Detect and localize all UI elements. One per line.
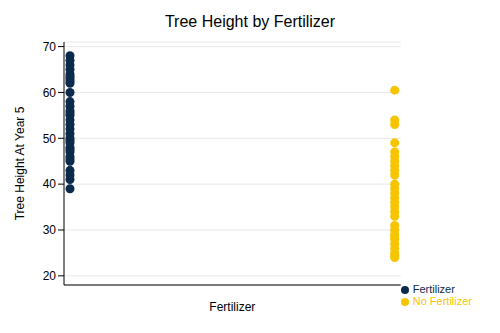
svg-text:70: 70	[43, 40, 57, 54]
svg-text:Fertilizer: Fertilizer	[209, 300, 255, 314]
svg-text:Tree Height At Year 5: Tree Height At Year 5	[13, 106, 27, 220]
svg-text:30: 30	[43, 223, 57, 237]
html-text:Tree Height by Fertilizer: Tree Height by Fertilizer	[164, 13, 336, 30]
svg-text:60: 60	[43, 86, 57, 100]
svg-text:20: 20	[43, 269, 57, 283]
svg-text:50: 50	[43, 132, 57, 146]
html-text:Fertilizer: Fertilizer	[412, 283, 455, 295]
html-text:No Fertilizer: No Fertilizer	[412, 295, 472, 307]
svg-text:40: 40	[43, 177, 57, 191]
